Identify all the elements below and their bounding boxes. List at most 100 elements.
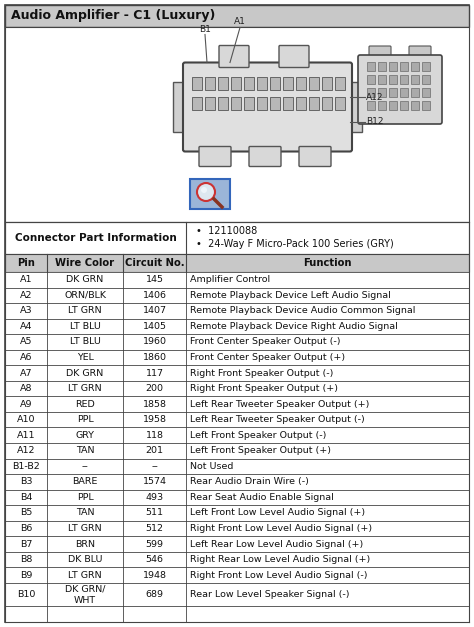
Text: DK GRN: DK GRN: [66, 275, 104, 284]
Text: LT GRN: LT GRN: [68, 524, 102, 533]
Text: DK GRN/
WHT: DK GRN/ WHT: [65, 584, 105, 604]
Bar: [5, 521, 469, 536]
Text: B7: B7: [20, 540, 32, 549]
Text: B4: B4: [20, 493, 32, 502]
Text: •  24-Way F Micro-Pack 100 Series (GRY): • 24-Way F Micro-Pack 100 Series (GRY): [196, 240, 394, 250]
Text: Rear Seat Audio Enable Signal: Rear Seat Audio Enable Signal: [190, 493, 334, 502]
Bar: [367, 62, 375, 71]
Text: Amplifier Control: Amplifier Control: [190, 275, 270, 284]
Text: RED: RED: [75, 399, 95, 409]
Text: Audio Amplifier - C1 (Luxury): Audio Amplifier - C1 (Luxury): [11, 9, 215, 23]
Bar: [5, 490, 469, 505]
Text: 512: 512: [146, 524, 164, 533]
Text: 1958: 1958: [143, 415, 167, 424]
Text: LT GRN: LT GRN: [68, 384, 102, 393]
Bar: [411, 101, 419, 110]
Bar: [335, 97, 345, 110]
Text: A6: A6: [19, 353, 32, 362]
Text: Rear Audio Drain Wire (-): Rear Audio Drain Wire (-): [190, 477, 309, 487]
Bar: [322, 76, 332, 90]
Bar: [5, 334, 469, 350]
Text: 200: 200: [146, 384, 164, 393]
Text: A2: A2: [19, 291, 32, 300]
Bar: [5, 350, 469, 366]
Text: A4: A4: [19, 322, 32, 331]
Text: LT BLU: LT BLU: [70, 337, 100, 347]
Bar: [5, 458, 469, 474]
Bar: [205, 76, 215, 90]
Text: A12: A12: [366, 93, 383, 102]
Text: BRN: BRN: [75, 540, 95, 549]
Text: A1: A1: [19, 275, 32, 284]
Text: Right Front Speaker Output (-): Right Front Speaker Output (-): [190, 369, 333, 377]
Bar: [378, 101, 386, 110]
Bar: [422, 62, 430, 71]
Text: 599: 599: [146, 540, 164, 549]
Bar: [5, 567, 469, 583]
Text: B5: B5: [20, 508, 32, 517]
Bar: [244, 76, 254, 90]
Text: 1860: 1860: [143, 353, 167, 362]
Bar: [411, 62, 419, 71]
Bar: [296, 97, 306, 110]
Text: •  12110088: • 12110088: [196, 226, 257, 236]
Text: 145: 145: [146, 275, 164, 284]
Text: --: --: [151, 462, 158, 471]
FancyBboxPatch shape: [199, 147, 231, 167]
Bar: [5, 5, 469, 27]
Text: GRY: GRY: [75, 431, 94, 440]
Bar: [5, 396, 469, 412]
Bar: [400, 88, 408, 97]
Text: Right Front Low Level Audio Signal (+): Right Front Low Level Audio Signal (+): [190, 524, 372, 533]
Text: Right Front Speaker Output (+): Right Front Speaker Output (+): [190, 384, 338, 393]
Text: Pin: Pin: [17, 258, 35, 268]
Text: 1960: 1960: [143, 337, 167, 347]
Bar: [5, 552, 469, 567]
Bar: [190, 179, 230, 209]
Bar: [422, 75, 430, 84]
Text: TAN: TAN: [76, 508, 94, 517]
Bar: [296, 76, 306, 90]
Bar: [5, 288, 469, 303]
Bar: [400, 101, 408, 110]
Text: PPL: PPL: [77, 415, 93, 424]
Bar: [5, 303, 469, 319]
Text: Left Front Low Level Audio Signal (+): Left Front Low Level Audio Signal (+): [190, 508, 365, 517]
Bar: [378, 75, 386, 84]
Bar: [422, 88, 430, 97]
Text: A12: A12: [17, 446, 35, 455]
Text: Remote Playback Device Left Audio Signal: Remote Playback Device Left Audio Signal: [190, 291, 391, 300]
Text: Remote Playback Device Right Audio Signal: Remote Playback Device Right Audio Signa…: [190, 322, 398, 331]
Bar: [411, 88, 419, 97]
Text: 1574: 1574: [143, 477, 167, 487]
Bar: [350, 82, 362, 132]
Bar: [367, 88, 375, 97]
Bar: [244, 97, 254, 110]
Text: A8: A8: [19, 384, 32, 393]
Bar: [192, 76, 202, 90]
Bar: [257, 97, 267, 110]
Text: A11: A11: [17, 431, 35, 440]
Bar: [309, 76, 319, 90]
Text: A5: A5: [19, 337, 32, 347]
FancyBboxPatch shape: [299, 147, 331, 167]
Bar: [5, 583, 469, 606]
Bar: [5, 222, 469, 254]
Text: Right Rear Low Level Audio Signal (+): Right Rear Low Level Audio Signal (+): [190, 555, 370, 564]
FancyBboxPatch shape: [409, 46, 431, 60]
Bar: [270, 76, 280, 90]
Bar: [5, 381, 469, 396]
Bar: [400, 75, 408, 84]
FancyBboxPatch shape: [219, 46, 249, 68]
Text: PPL: PPL: [77, 493, 93, 502]
Text: YEL: YEL: [77, 353, 93, 362]
Text: B10: B10: [17, 590, 35, 599]
Text: B12: B12: [366, 117, 383, 127]
Text: Left Front Speaker Output (-): Left Front Speaker Output (-): [190, 431, 326, 440]
Bar: [422, 101, 430, 110]
Bar: [367, 101, 375, 110]
Text: LT GRN: LT GRN: [68, 571, 102, 579]
Text: Front Center Speaker Output (+): Front Center Speaker Output (+): [190, 353, 345, 362]
Text: 1858: 1858: [143, 399, 167, 409]
Text: Rear Low Level Speaker Signal (-): Rear Low Level Speaker Signal (-): [190, 590, 349, 599]
